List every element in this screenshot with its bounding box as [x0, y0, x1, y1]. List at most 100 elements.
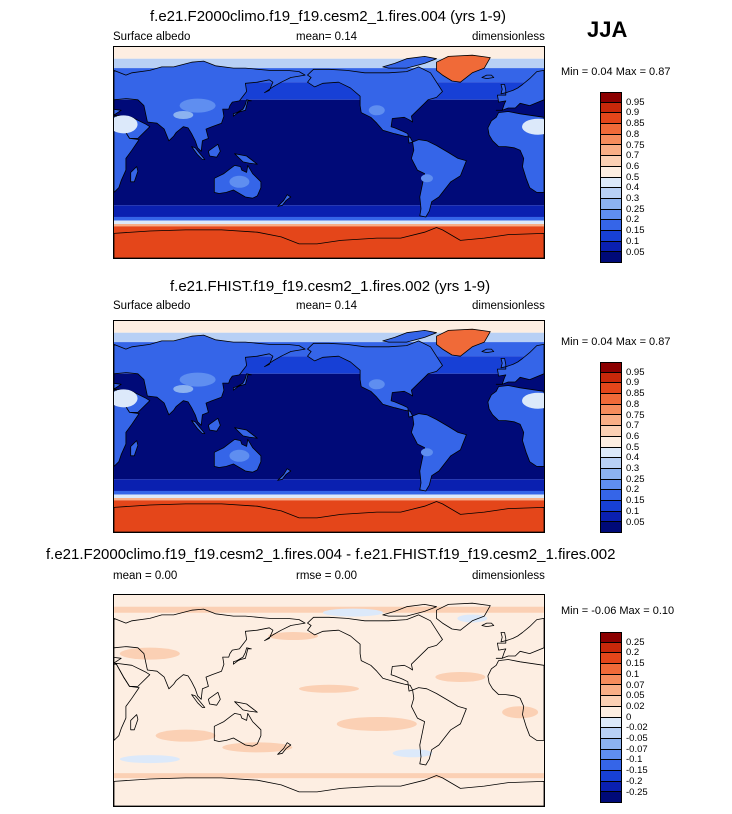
- land-newGuinea: [234, 701, 258, 713]
- panel-2-title: f.e21.FHIST.f19_f19.cesm2_1.fires.002 (y…: [170, 278, 491, 295]
- colorbar-swatch: [600, 490, 622, 501]
- colorbar-swatch: [600, 447, 622, 459]
- colorbar-tick-label: 0.95: [626, 96, 645, 108]
- colorbar-swatch: [600, 134, 622, 146]
- land-arcticIslands: [382, 55, 437, 69]
- diff-positive-patch: [336, 716, 417, 731]
- panel-2-map: [113, 320, 545, 533]
- colorbar-swatch: [600, 230, 622, 242]
- colorbar-swatch: [600, 632, 622, 643]
- land-southAmerica: [410, 687, 467, 766]
- land-australia: [213, 713, 262, 747]
- colorbar-swatch: [600, 220, 622, 231]
- desert-north-america: [368, 379, 385, 390]
- diff-negative-patch: [392, 749, 433, 758]
- colorbar-swatch: [600, 685, 622, 697]
- diff-negative-patch: [119, 755, 180, 764]
- land-eastAfrica: [114, 389, 140, 467]
- land-iceland: [481, 348, 495, 354]
- colorbar-swatch: [600, 415, 622, 427]
- land-eastAfrica: [114, 115, 140, 193]
- colorbar-swatch: [600, 124, 622, 135]
- panel-2-mean: mean= 0.14: [296, 300, 358, 312]
- diff-positive-patch: [502, 706, 539, 719]
- colorbar-tick-label: 0.5: [626, 441, 640, 453]
- colorbar-tick-label: 0.9: [626, 377, 640, 389]
- colorbar-tick-label: 0.5: [626, 171, 640, 183]
- colorbar-swatch: [600, 92, 622, 103]
- land-newZealand: [277, 468, 292, 481]
- colorbar-tick-label: 0.3: [626, 463, 640, 474]
- land-uk: [500, 358, 507, 369]
- land-newZealand: [277, 742, 292, 755]
- panel-3-colorbar: [600, 632, 622, 803]
- colorbar-swatch: [600, 372, 622, 384]
- diff-positive-patch: [119, 647, 180, 660]
- colorbar-swatch: [600, 696, 622, 707]
- land-borneo: [208, 417, 221, 432]
- panel-2-variable: Surface albedo: [113, 300, 191, 312]
- colorbar-swatch: [600, 792, 622, 803]
- colorbar-tick-label: 0.05: [626, 516, 645, 528]
- colorbar-tick-label: 0.2: [626, 484, 640, 496]
- land-greenland: [436, 328, 491, 357]
- colorbar-swatch: [600, 241, 622, 253]
- diff-positive-patch: [435, 672, 486, 683]
- colorbar-tick-label: 0.3: [626, 193, 640, 204]
- land-westEurope: [495, 617, 544, 659]
- land-eastAfrica: [114, 663, 140, 741]
- colorbar-swatch: [600, 642, 622, 654]
- colorbar-tick-label: 0.75: [626, 409, 645, 421]
- desert-australia: [229, 449, 250, 462]
- colorbar-swatch: [600, 436, 622, 448]
- land-westEurope: [495, 343, 544, 385]
- land-greenland: [436, 54, 491, 83]
- colorbar-tick-label: 0.07: [626, 679, 645, 691]
- panel-3-minmax: Min = -0.06 Max = 0.10: [561, 605, 675, 617]
- colorbar-tick-label: 0.85: [626, 118, 645, 130]
- colorbar-tick-label: 0.8: [626, 398, 640, 410]
- colorbar-swatch: [600, 468, 622, 480]
- colorbar-tick-label: 0.05: [626, 246, 645, 258]
- land-uk: [500, 632, 507, 643]
- land-sumatra: [191, 146, 206, 160]
- diff-negative-patch: [457, 614, 488, 623]
- colorbar-swatch: [600, 511, 622, 523]
- desert-arabia: [114, 115, 138, 134]
- panel-3-map: [113, 594, 545, 807]
- desert-central-asia: [179, 98, 216, 113]
- colorbar-tick-label: 0.7: [626, 150, 640, 162]
- diff-positive-patch: [222, 742, 293, 753]
- colorbar-tick-label: 0.15: [626, 658, 645, 670]
- panel-1-colorbar: [600, 92, 622, 263]
- land-japan: [233, 99, 252, 117]
- colorbar-swatch: [600, 113, 622, 125]
- land-newGuinea: [234, 153, 258, 165]
- colorbar-tick-label: 0.85: [626, 388, 645, 400]
- panel-1-variable: Surface albedo: [113, 31, 191, 43]
- colorbar-tick-label: -0.05: [626, 733, 648, 744]
- land-madagascar: [130, 714, 139, 731]
- land-sumatra: [191, 694, 206, 708]
- colorbar-tick-label: 0.15: [626, 225, 645, 237]
- colorbar-tick-label: 0.25: [626, 636, 645, 648]
- panel-2-minmax: Min = 0.04 Max = 0.87: [561, 336, 671, 348]
- colorbar-tick-label: 0.25: [626, 203, 645, 215]
- land-arcticIslands: [382, 329, 437, 343]
- colorbar-tick-label: -0.15: [626, 765, 648, 777]
- colorbar-tick-label: 0.6: [626, 160, 640, 172]
- colorbar-swatch: [600, 166, 622, 178]
- land-madagascar: [130, 166, 139, 183]
- land-uk: [500, 84, 507, 95]
- colorbar-tick-label: 0.2: [626, 647, 640, 659]
- colorbar-swatch: [600, 728, 622, 739]
- colorbar-swatch: [600, 770, 622, 782]
- colorbar-swatch: [600, 145, 622, 157]
- colorbar-swatch: [600, 102, 622, 114]
- land-eurasia: [114, 608, 306, 700]
- panel-3-rmse: rmse = 0.00: [296, 570, 358, 582]
- desert-arabia: [114, 389, 138, 408]
- desert-north-america: [368, 105, 385, 116]
- land-southAmerica: [410, 413, 467, 492]
- map-field: [114, 47, 544, 258]
